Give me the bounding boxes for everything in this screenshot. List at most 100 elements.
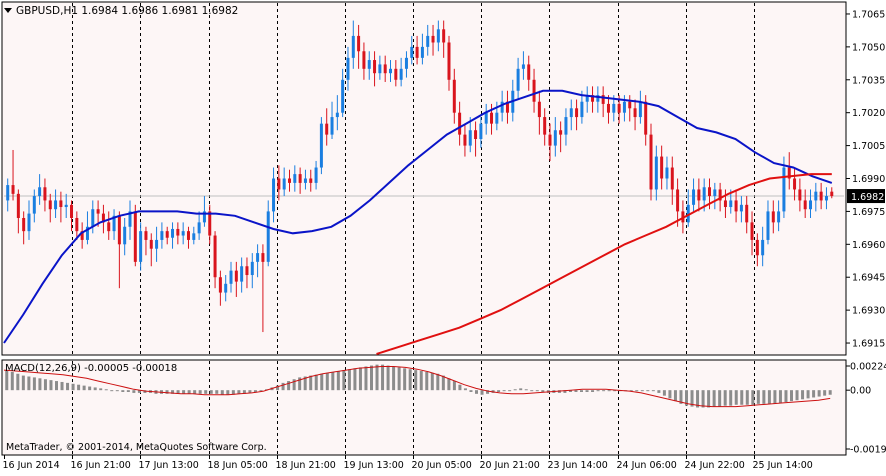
macd-histogram-bar [778,390,782,403]
macd-histogram-bar [580,390,583,392]
candlestick-series [6,20,834,333]
candle-body [750,222,754,240]
candle-body [474,130,478,140]
macd-histogram-bar [541,390,545,392]
macd-histogram-bar [303,376,307,391]
candle-body [809,200,813,210]
macd-histogram-bar [756,390,760,404]
macd-histogram-bar [823,390,827,396]
candle-body [91,209,95,227]
macd-histogram-bar [668,390,672,399]
candle-body [723,200,727,208]
macd-histogram-bar [43,379,47,391]
macd-histogram-bar [93,387,97,391]
macd-histogram-bar [425,371,429,391]
candle-body [229,270,233,284]
candle-body [739,204,743,212]
candle-body [96,209,100,214]
macd-histogram-bar [66,382,70,391]
candle-body [399,68,403,80]
macd-histogram-bar [358,367,362,391]
candle-body [543,117,547,135]
macd-histogram-bar [242,390,246,394]
price-tick-label: 1.7035 [852,75,885,86]
macd-histogram-bar [707,390,711,408]
dropdown-arrow-icon[interactable] [4,8,12,13]
macd-histogram-bar [795,390,799,401]
candle-body [128,211,132,227]
time-axis: 16 Jun 2014 16 Jun 21:00 17 Jun 13:00 18 Ju… [3,455,813,471]
macd-histogram-bar [635,390,639,392]
candle-body [766,211,770,240]
price-tick-label: 1.6990 [852,174,885,185]
candle-body [612,103,616,113]
candle-body [218,277,222,293]
candle-body [176,228,180,236]
candle-body [617,103,621,113]
current-price-tag [847,189,885,204]
macd-histogram-bar [137,390,141,393]
candle-body [628,101,632,109]
macd-histogram-bar [486,390,490,394]
macd-histogram-bar [812,390,816,398]
candle-body [484,112,488,124]
candle-body [48,200,52,210]
macd-histogram-bar [502,390,506,392]
candle-body [819,191,823,201]
candle-body [622,101,626,113]
current-price-label: 1.6982 [851,192,884,203]
copyright-text: MetaTrader, © 2001-2014, MetaQuotes Soft… [6,442,267,453]
candle-body [75,217,79,232]
time-tick-label: 25 Jun 14:00 [753,460,813,471]
candle-body [309,178,313,183]
time-tick-label: 16 Jun 2014 [3,460,60,471]
macd-histogram-bar [226,390,230,395]
candle-body [660,156,664,179]
candle-body [250,261,254,276]
candle-body [787,167,791,179]
macd-histogram-bar [463,388,467,391]
macd-histogram-bar [342,370,346,391]
candle-body [447,42,451,80]
macd-histogram-bar [740,390,744,405]
macd-header: MACD(12,26,9) -0.00005 -0.00018 [5,363,177,374]
price-panel[interactable] [1,1,847,356]
candle-body [734,200,738,212]
candle-body [606,103,610,113]
macd-histogram-bar [475,390,478,394]
candle-body [123,226,127,245]
macd-histogram-bar [309,375,313,391]
macd-histogram-bar [55,381,58,391]
macd-histogram-bar [568,390,572,392]
macd-histogram-bar [817,390,821,397]
macd-tick-label: 0.00 [850,386,871,397]
candle-body [107,222,111,232]
price-tick-label: 1.6915 [852,339,885,350]
macd-histogram-bar [320,373,324,391]
candle-body [431,35,435,43]
candle-body [793,178,797,190]
candle-body [495,112,499,124]
macd-histogram-bar [414,370,418,391]
macd-histogram-bar [336,371,340,391]
candle-body [149,239,153,249]
candle-body [452,79,456,113]
candle-body [718,189,722,201]
time-tick-label: 23 Jun 14:00 [548,460,608,471]
macd-histogram-bar [353,368,357,391]
macd-histogram-bar [734,390,738,405]
time-tick-label: 17 Jun 13:00 [139,460,199,471]
candle-body [490,112,494,124]
macd-histogram-bar [381,364,385,391]
macd-panel[interactable] [1,359,847,456]
macd-histogram-bar [685,390,688,406]
macd-histogram-bar [215,390,219,394]
candle-body [638,101,642,118]
macd-histogram-bar [563,390,567,393]
candle-body [261,253,265,262]
candle-body [692,189,696,205]
macd-histogram-bar [298,377,302,391]
time-tick-label: 20 Jun 05:00 [412,460,472,471]
